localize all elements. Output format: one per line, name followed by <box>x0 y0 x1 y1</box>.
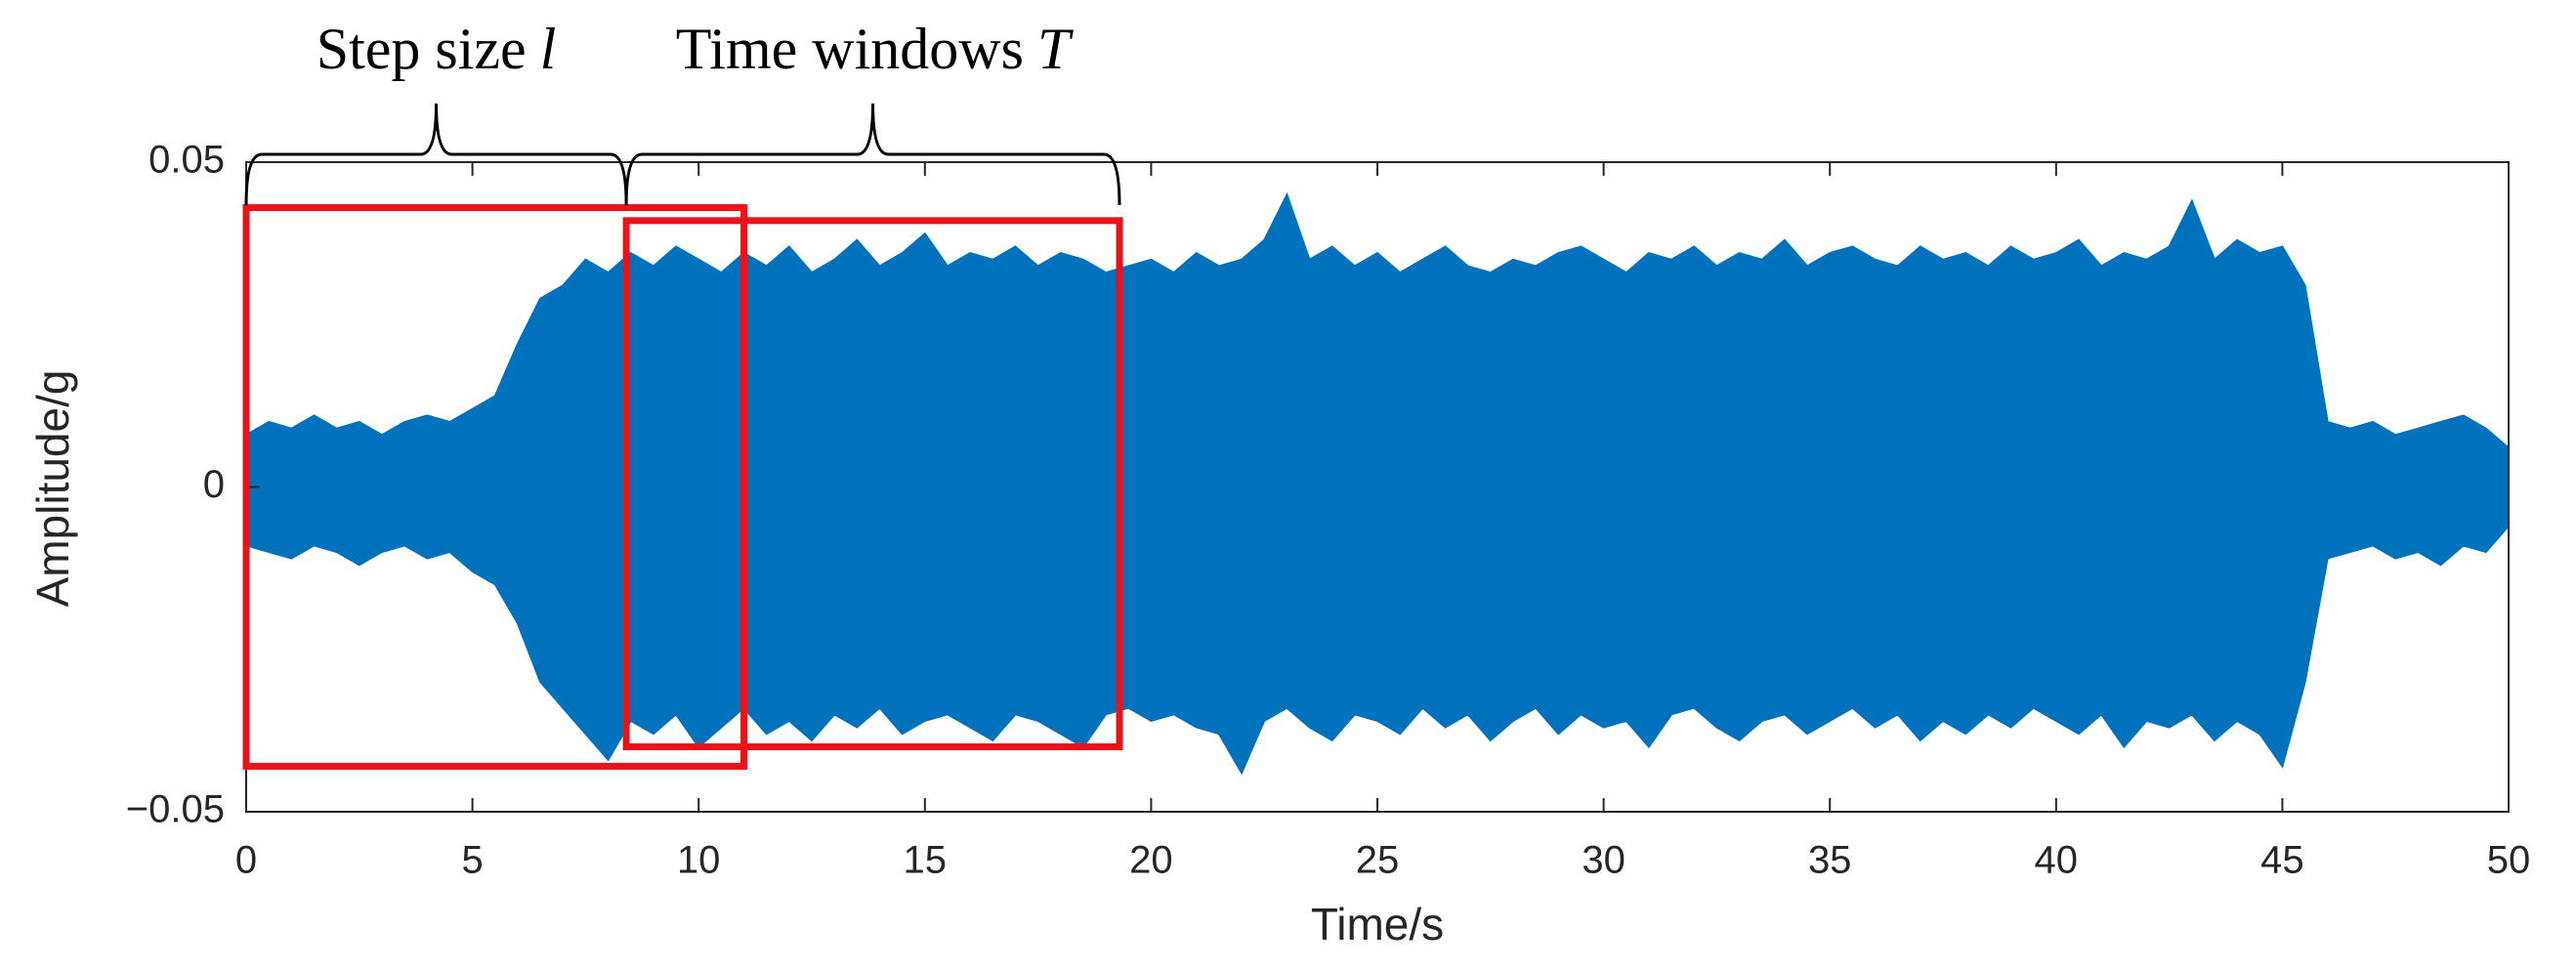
x-tick-label: 5 <box>461 839 483 882</box>
x-tick-label: 15 <box>904 839 948 882</box>
brace <box>244 103 628 206</box>
y-axis-label: Amplitude/g <box>27 370 78 608</box>
time-window-box <box>242 204 748 770</box>
x-tick-label: 20 <box>1129 839 1173 882</box>
x-tick-label: 25 <box>1356 839 1400 882</box>
x-tick-label: 35 <box>1808 839 1852 882</box>
y-tick-label: −0.05 <box>126 788 225 831</box>
time-window-box <box>622 217 1123 751</box>
brace-label-symbol: T <box>1037 17 1074 81</box>
y-tick-label: 0 <box>203 463 225 506</box>
x-tick-label: 10 <box>677 839 721 882</box>
x-axis-label: Time/s <box>1311 899 1444 949</box>
x-tick-label: 30 <box>1582 839 1626 882</box>
signal-envelope <box>245 191 2510 776</box>
brace-label-text: Step size <box>317 17 527 81</box>
x-tick-label: 40 <box>2035 839 2079 882</box>
y-tick-label: 0.05 <box>148 139 225 182</box>
x-tick-label: 50 <box>2487 839 2531 882</box>
x-tick-label: 45 <box>2260 839 2304 882</box>
brace <box>624 103 1121 206</box>
brace-label-text: Time windows <box>676 17 1024 81</box>
brace-label-symbol: l <box>540 17 557 81</box>
x-tick-label: 0 <box>235 839 257 882</box>
brace-label: Time windows T <box>676 17 1074 81</box>
brace-label: Step size l <box>317 17 557 81</box>
